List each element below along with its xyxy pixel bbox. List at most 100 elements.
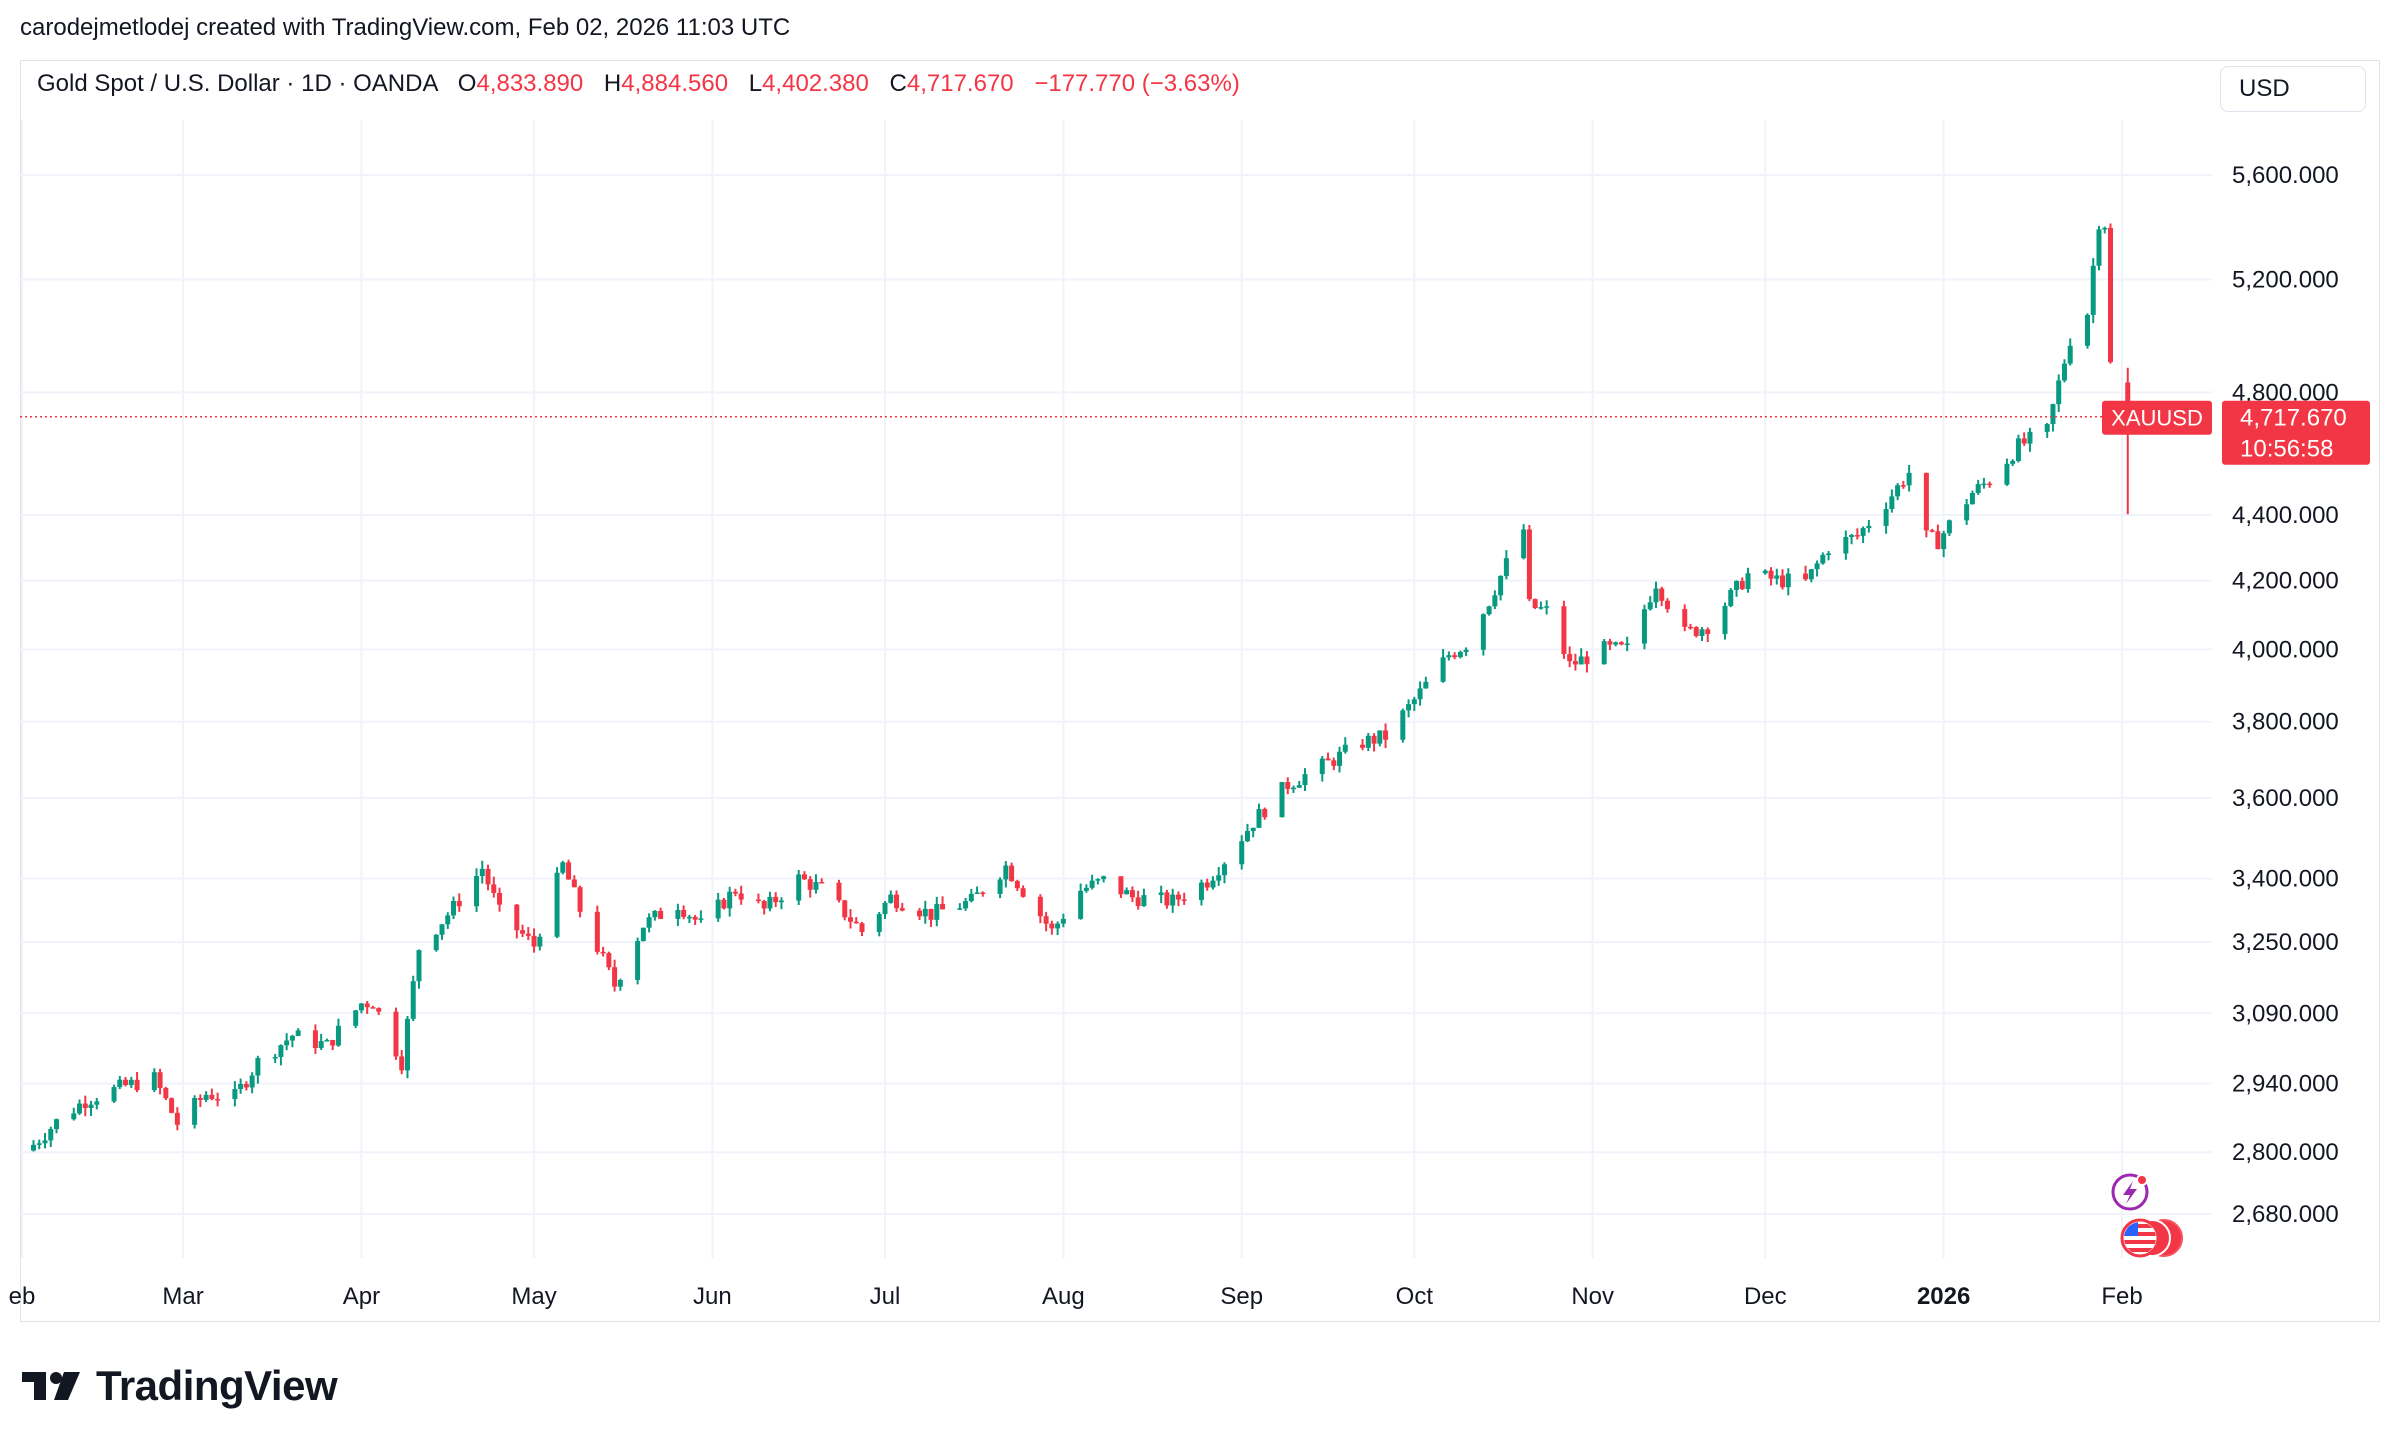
- candle-body: [1181, 899, 1187, 901]
- currency-button[interactable]: USD: [2220, 66, 2366, 112]
- candle-body: [1705, 629, 1711, 635]
- candle-body: [1302, 774, 1308, 786]
- x-tick-label: 2026: [1917, 1283, 1970, 1310]
- candle-body: [1503, 558, 1509, 576]
- candle-body: [997, 879, 1003, 894]
- candle-body: [1935, 531, 1941, 550]
- y-tick-label: 3,600.000: [2232, 785, 2339, 812]
- candle-body: [1262, 809, 1268, 818]
- candle-body: [1780, 575, 1786, 588]
- candle-body: [439, 924, 445, 935]
- candle-body: [209, 1094, 215, 1100]
- candle-body: [1659, 588, 1665, 601]
- candle-body: [917, 910, 923, 917]
- candle-body: [1331, 760, 1337, 766]
- x-tick-label: Apr: [343, 1283, 380, 1310]
- candle-body: [1129, 890, 1135, 898]
- candle-body: [1009, 865, 1015, 882]
- candle-body: [2084, 314, 2090, 346]
- candle-body: [1325, 758, 1331, 761]
- candle-body: [594, 911, 600, 952]
- candle-body: [1216, 875, 1222, 881]
- change-value: −177.770 (−3.63%): [1034, 70, 1240, 97]
- candle-body: [1198, 882, 1204, 901]
- candle-body: [456, 900, 462, 907]
- candle-body: [1745, 573, 1751, 590]
- candle-body: [658, 910, 664, 919]
- candle-body: [157, 1072, 163, 1088]
- candle-body: [1946, 520, 1952, 534]
- x-tick-label: Jun: [693, 1283, 732, 1310]
- candle-body: [284, 1040, 290, 1046]
- candle-body: [807, 879, 813, 890]
- candle-body: [1141, 895, 1147, 907]
- high-label: H: [603, 70, 622, 97]
- y-tick-label: 4,200.000: [2232, 568, 2339, 595]
- candle-body: [1900, 485, 1906, 487]
- tradingview-logo[interactable]: TradingView: [22, 1362, 338, 1410]
- candle-body: [1618, 642, 1624, 645]
- candle-body: [1440, 657, 1446, 682]
- candle-body: [888, 894, 894, 903]
- candle-body: [1923, 472, 1929, 531]
- candle-body: [2125, 382, 2131, 417]
- candle-body: [606, 953, 612, 968]
- candle-body: [54, 1119, 60, 1130]
- candle-body: [1722, 605, 1728, 635]
- candle-body: [1296, 785, 1302, 788]
- candle-body: [963, 901, 969, 909]
- y-tick-label: 4,400.000: [2232, 502, 2339, 529]
- candle-body: [1221, 864, 1227, 876]
- candle-body: [318, 1041, 324, 1049]
- candle-body: [2050, 404, 2056, 425]
- y-tick-label: 5,600.000: [2232, 162, 2339, 189]
- candle-body: [899, 908, 905, 911]
- candle-body: [2061, 363, 2067, 381]
- candle-body: [42, 1140, 48, 1144]
- candle-body: [479, 868, 485, 877]
- lightning-event-icon[interactable]: [2111, 1173, 2149, 1211]
- candle-body: [174, 1112, 180, 1125]
- candle-body: [249, 1075, 255, 1088]
- candle-body: [836, 882, 842, 901]
- candle-body: [1078, 890, 1084, 919]
- candle-body: [980, 892, 986, 894]
- low-value: 4,402.380: [762, 70, 869, 97]
- candle-body: [1906, 472, 1912, 486]
- candle-body: [853, 921, 859, 924]
- candle-body: [1941, 533, 1947, 550]
- candle-body: [819, 882, 825, 884]
- candle-body: [117, 1079, 123, 1088]
- candle-body: [940, 904, 946, 910]
- us-flag-events-icon[interactable]: [2120, 1218, 2183, 1258]
- candle-body: [1135, 897, 1141, 907]
- candle-body: [1049, 923, 1055, 929]
- y-tick-label: 4,000.000: [2232, 636, 2339, 663]
- candle-body: [1964, 504, 1970, 521]
- candle-body: [2096, 229, 2102, 266]
- candle-body: [773, 896, 779, 903]
- candle-body: [2027, 431, 2033, 444]
- candle-body: [2004, 463, 2010, 485]
- candle-body: [1843, 537, 1849, 554]
- candle-body: [1538, 607, 1544, 609]
- candle-body: [451, 900, 457, 916]
- candle-body: [2090, 265, 2096, 315]
- candle-body: [1244, 830, 1250, 842]
- candle-body: [1124, 890, 1130, 895]
- candle-body: [1279, 782, 1285, 818]
- candle-body: [192, 1098, 198, 1125]
- candle-body: [1486, 606, 1492, 615]
- candle-body: [1457, 651, 1463, 658]
- candle-body: [2010, 460, 2016, 464]
- x-tick-label: Dec: [1744, 1283, 1787, 1310]
- candle-body: [1981, 483, 1987, 486]
- candle-body: [358, 1003, 364, 1011]
- candle-body: [169, 1098, 175, 1113]
- candle-body: [1567, 654, 1573, 662]
- symbol-tag-label: XAUUSD: [2111, 406, 2203, 431]
- candle-body: [2021, 438, 2027, 444]
- x-tick-label: May: [511, 1283, 556, 1310]
- chart-events[interactable]: [2104, 1168, 2194, 1283]
